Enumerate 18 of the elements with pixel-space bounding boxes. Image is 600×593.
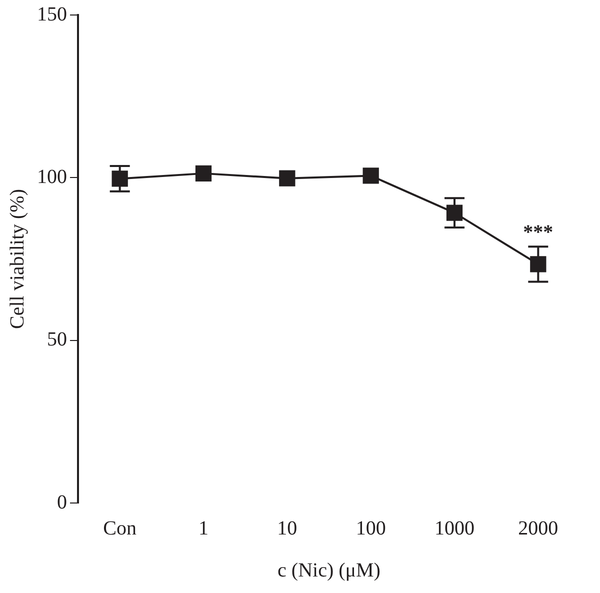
point [362, 168, 379, 184]
y-tick-label: 50 [47, 328, 67, 351]
x-tick-label: Con [103, 517, 137, 540]
y-tick-label: 100 [37, 166, 67, 188]
x-axis-title: c (Nic) (μM) [278, 559, 380, 582]
point [530, 256, 546, 272]
annotation: *** [523, 222, 554, 244]
x-tick-label: 100 [356, 517, 386, 540]
x-tick-label: 1000 [434, 517, 474, 540]
x-tick-label: 10 [277, 517, 298, 540]
x-tick-label: 2000 [518, 517, 558, 540]
point [195, 165, 212, 182]
x-tick-label: 1 [198, 517, 208, 540]
point [446, 204, 463, 221]
y-axis-title: Cell viability (%) [6, 189, 28, 329]
y-tick-label: 150 [37, 3, 67, 26]
point [279, 170, 296, 186]
y-tick-label: 0 [57, 491, 67, 514]
